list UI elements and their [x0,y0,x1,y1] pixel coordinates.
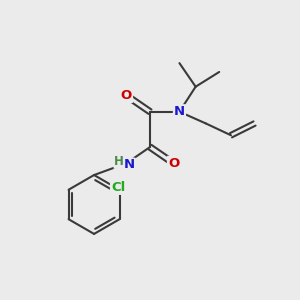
Text: O: O [168,157,179,170]
Text: Cl: Cl [111,181,125,194]
Text: N: N [124,158,135,171]
Text: N: N [174,105,185,118]
Text: O: O [121,89,132,102]
Text: H: H [114,155,124,168]
